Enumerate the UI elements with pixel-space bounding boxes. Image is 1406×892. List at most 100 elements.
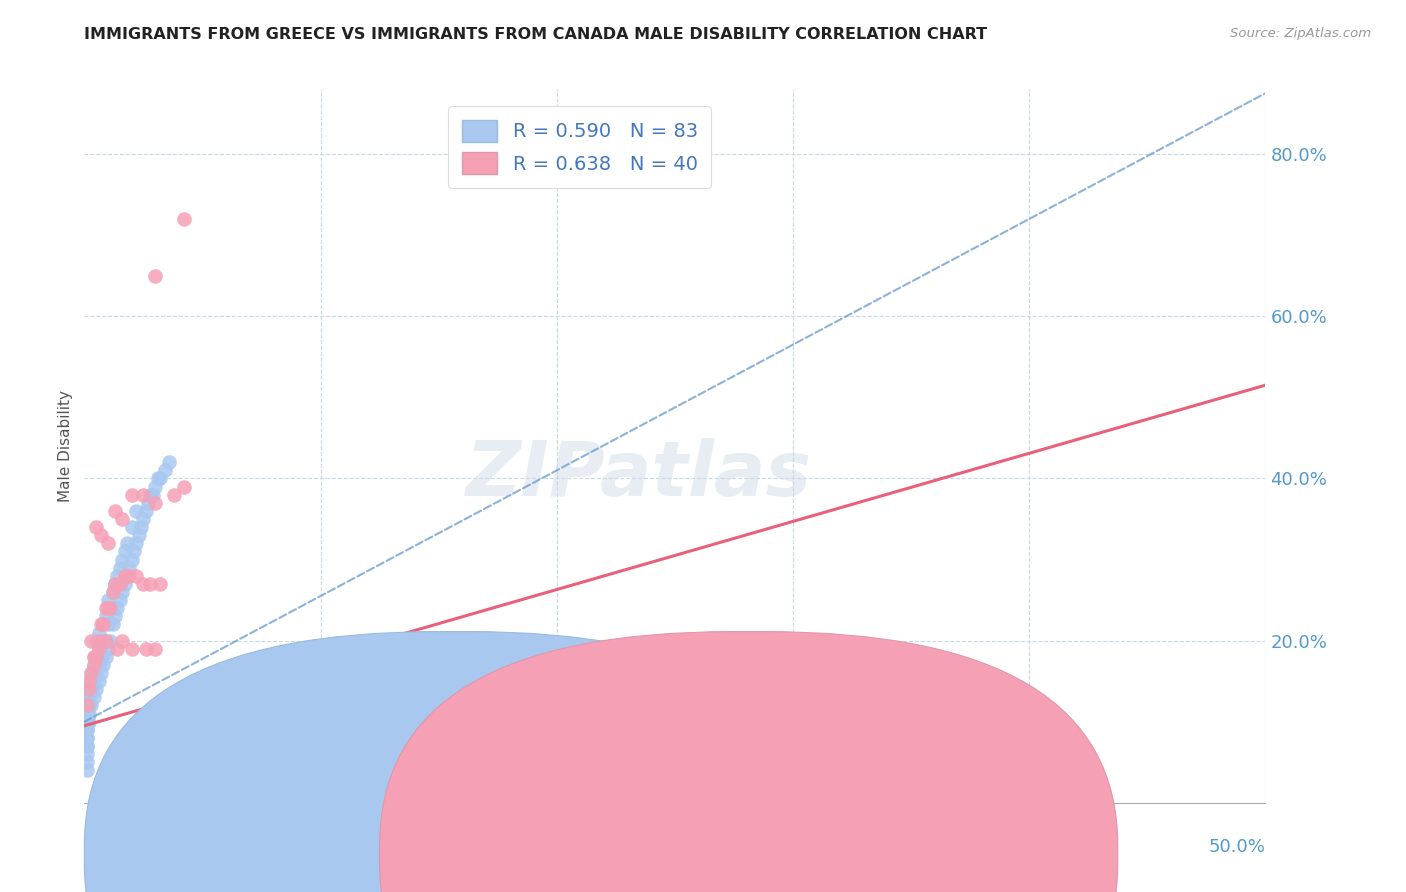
Point bbox=[87, 633, 110, 648]
Point bbox=[76, 747, 98, 761]
Point bbox=[97, 617, 120, 632]
Point bbox=[104, 577, 127, 591]
Point bbox=[173, 211, 195, 226]
Point bbox=[76, 731, 98, 745]
Point bbox=[76, 764, 98, 778]
Point bbox=[84, 666, 107, 681]
Point bbox=[80, 633, 103, 648]
Point bbox=[76, 714, 98, 729]
Point bbox=[153, 463, 176, 477]
Point bbox=[115, 568, 138, 582]
Point bbox=[125, 568, 148, 582]
Point bbox=[90, 649, 112, 664]
Point bbox=[84, 682, 107, 697]
Point bbox=[104, 609, 127, 624]
Point bbox=[114, 577, 136, 591]
Point bbox=[143, 268, 166, 283]
Point bbox=[118, 560, 141, 574]
Text: Immigrants from Canada: Immigrants from Canada bbox=[773, 846, 980, 863]
Text: 50.0%: 50.0% bbox=[1209, 838, 1265, 856]
Y-axis label: Male Disability: Male Disability bbox=[58, 390, 73, 502]
Point bbox=[108, 577, 131, 591]
Point bbox=[80, 682, 103, 697]
Point bbox=[114, 544, 136, 558]
Point bbox=[76, 690, 98, 705]
Point bbox=[143, 496, 166, 510]
Point bbox=[107, 641, 129, 656]
Point bbox=[129, 520, 152, 534]
Point bbox=[91, 617, 114, 632]
Point bbox=[114, 568, 136, 582]
Point bbox=[80, 698, 103, 713]
Point bbox=[115, 536, 138, 550]
Point bbox=[98, 633, 121, 648]
Point bbox=[84, 649, 107, 664]
Point bbox=[94, 633, 117, 648]
Point bbox=[104, 577, 127, 591]
Point bbox=[94, 601, 117, 615]
Point bbox=[77, 706, 100, 721]
Point bbox=[77, 674, 100, 689]
Point bbox=[91, 633, 114, 648]
Point bbox=[76, 723, 98, 737]
Point bbox=[87, 657, 110, 672]
Point bbox=[163, 488, 186, 502]
Point bbox=[118, 568, 141, 582]
Point bbox=[94, 649, 117, 664]
Point bbox=[101, 617, 124, 632]
FancyBboxPatch shape bbox=[380, 632, 1118, 892]
Point bbox=[97, 641, 120, 656]
Point bbox=[83, 649, 105, 664]
Point bbox=[121, 641, 143, 656]
Point bbox=[111, 552, 134, 566]
Point bbox=[87, 641, 110, 656]
Point bbox=[76, 739, 98, 753]
Point bbox=[77, 690, 100, 705]
Point bbox=[125, 536, 148, 550]
Point bbox=[108, 593, 131, 607]
Text: Immigrants from Greece: Immigrants from Greece bbox=[478, 846, 682, 863]
Point bbox=[76, 706, 98, 721]
Point bbox=[97, 593, 120, 607]
Point bbox=[83, 674, 105, 689]
Point bbox=[136, 496, 159, 510]
Point bbox=[90, 666, 112, 681]
Point bbox=[121, 520, 143, 534]
Point bbox=[98, 601, 121, 615]
Point bbox=[122, 544, 145, 558]
Point bbox=[132, 512, 155, 526]
Point bbox=[157, 455, 180, 469]
Point bbox=[146, 471, 169, 485]
Point bbox=[121, 552, 143, 566]
Point bbox=[107, 601, 129, 615]
Point bbox=[108, 560, 131, 574]
Point bbox=[76, 714, 98, 729]
Legend: R = 0.590   N = 83, R = 0.638   N = 40: R = 0.590 N = 83, R = 0.638 N = 40 bbox=[449, 106, 711, 188]
Point bbox=[135, 641, 157, 656]
Point bbox=[76, 698, 98, 713]
Point bbox=[87, 674, 110, 689]
Point bbox=[83, 657, 105, 672]
Point bbox=[84, 520, 107, 534]
Point bbox=[76, 723, 98, 737]
Text: IMMIGRANTS FROM GREECE VS IMMIGRANTS FROM CANADA MALE DISABILITY CORRELATION CHA: IMMIGRANTS FROM GREECE VS IMMIGRANTS FRO… bbox=[84, 27, 987, 42]
Point bbox=[149, 577, 172, 591]
Point bbox=[104, 504, 127, 518]
Point bbox=[121, 488, 143, 502]
Text: Source: ZipAtlas.com: Source: ZipAtlas.com bbox=[1230, 27, 1371, 40]
Point bbox=[135, 504, 157, 518]
Point bbox=[84, 633, 107, 648]
FancyBboxPatch shape bbox=[84, 632, 823, 892]
Point bbox=[80, 666, 103, 681]
Point bbox=[91, 657, 114, 672]
Point bbox=[84, 649, 107, 664]
Point bbox=[87, 641, 110, 656]
Point bbox=[98, 601, 121, 615]
Point bbox=[143, 479, 166, 493]
Point bbox=[128, 528, 150, 542]
Point bbox=[77, 714, 100, 729]
Point bbox=[125, 504, 148, 518]
Point bbox=[90, 617, 112, 632]
Point bbox=[83, 649, 105, 664]
Point bbox=[90, 633, 112, 648]
